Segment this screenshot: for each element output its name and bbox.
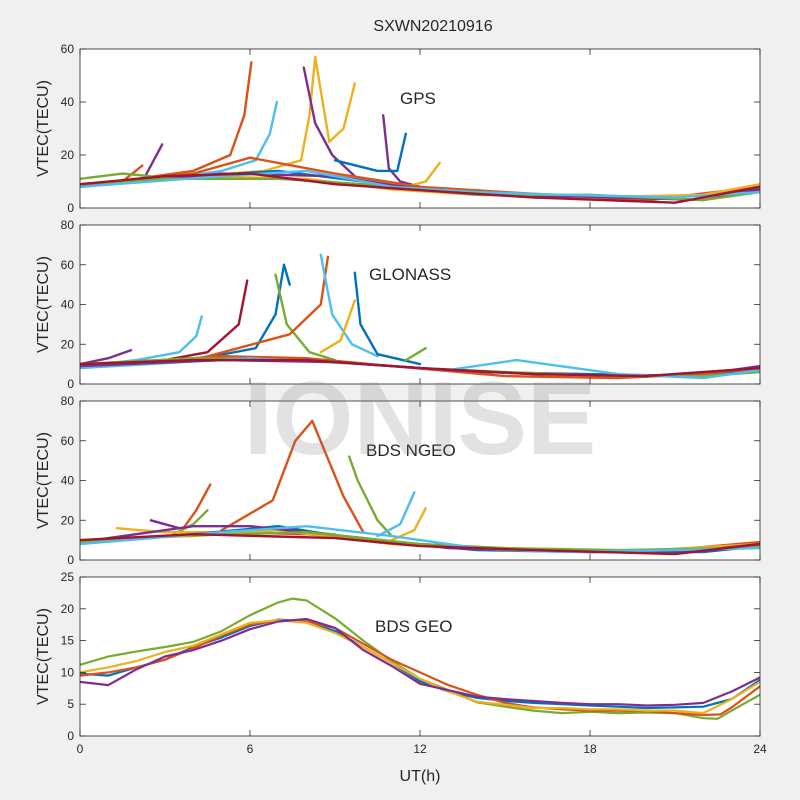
data-series-8 [353,271,422,366]
y-tick-label: 40 [61,95,75,109]
data-series-5 [348,455,393,538]
data-series-4 [314,55,356,144]
data-series-10 [404,347,427,362]
data-series-17 [80,169,760,199]
data-series-17 [80,358,760,378]
data-series-9 [319,299,356,354]
y-tick-label: 0 [67,201,74,215]
y-tick-label: 0 [67,377,74,391]
watermark-text: IONISE [244,361,597,477]
data-series-15 [80,533,760,556]
data-series-4 [220,419,365,534]
y-tick-label: 20 [61,148,75,162]
x-tick-label: 24 [753,742,767,756]
data-series-5 [302,66,356,178]
data-series-7 [333,132,407,173]
data-series-1 [180,483,212,532]
panel-4: 0 5 10 15 20 25 0 6 12 18 24 VTEC(TECU) BDS GEO [35,570,767,756]
x-tick-label: 12 [413,742,427,756]
data-series-14 [80,525,760,554]
data-series-18 [80,172,760,204]
y-tick-label: 15 [61,634,75,648]
x-tick-label: 0 [77,742,84,756]
x-tick-label: 18 [583,742,597,756]
y-tick-label: 60 [61,42,75,56]
y-axis-label: VTEC(TECU) [35,256,52,353]
data-series-3 [80,619,760,717]
x-tick-label: 6 [247,742,254,756]
panel-label: GLONASS [369,265,451,284]
data-series-3 [149,519,181,530]
panel-label: BDS GEO [375,617,452,636]
panel-label: GPS [400,89,436,108]
data-series-6 [192,255,330,362]
data-series-5 [274,273,337,362]
y-tick-label: 0 [67,729,74,743]
y-tick-label: 80 [61,394,75,408]
data-series-6 [376,491,416,538]
data-series-4 [282,263,291,286]
y-tick-label: 0 [67,553,74,567]
panel-3: 0 20 40 60 80 VTEC(TECU) BDS NGEO [35,394,761,567]
y-tick-label: 20 [61,602,75,616]
data-series-11 [80,349,133,366]
y-tick-label: 80 [61,218,75,232]
y-axis-label: VTEC(TECU) [35,80,52,177]
y-tick-label: 25 [61,570,75,584]
data-series-7 [319,253,379,358]
y-tick-label: 20 [61,513,75,527]
y-tick-label: 40 [61,474,75,488]
data-series-2 [172,509,209,536]
data-series-11 [80,172,153,181]
panel-label: BDS NGEO [366,441,456,460]
y-tick-label: 10 [61,665,75,679]
data-series-13 [80,156,760,202]
figure-title: SXWN20210916 [373,18,492,35]
y-tick-label: 60 [61,258,75,272]
data-series-5 [80,617,760,707]
y-axis-label: VTEC(TECU) [35,608,52,705]
data-series-9 [143,143,164,178]
y-tick-label: 60 [61,434,75,448]
panel-1: 0 20 40 60 VTEC(TECU) GPS [35,42,761,215]
data-series-4 [80,619,760,715]
series-group [80,55,760,204]
series-group [80,419,760,556]
plot-area [80,49,760,208]
series-group [80,253,760,380]
series-group [80,597,760,720]
y-axis-label: VTEC(TECU) [35,432,52,529]
x-axis-label: UT(h) [400,768,441,785]
panel-2: 0 20 40 60 80 VTEC(TECU) GLONASS [35,218,761,391]
y-tick-label: 40 [61,298,75,312]
y-tick-label: 5 [67,697,74,711]
y-tick-label: 20 [61,337,75,351]
